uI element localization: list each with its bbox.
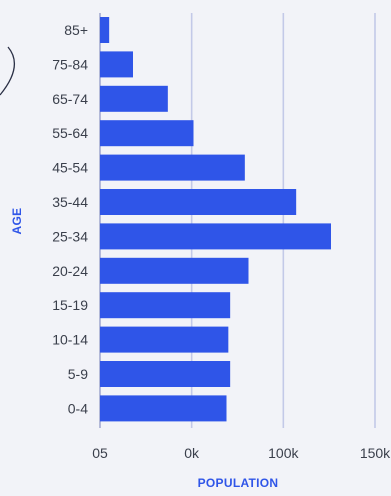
bar [100,326,229,353]
x-tick-label: 150k [360,445,391,461]
bar [100,361,231,387]
y-tick-label: 55-64 [52,125,88,141]
bar [100,223,331,250]
bar [100,85,168,112]
bar [100,17,110,43]
y-tick-label: 0-4 [68,400,88,416]
bar [100,189,297,215]
bar [100,257,249,284]
bar [100,120,194,147]
bar [100,51,133,78]
y-tick-label: 25-34 [52,228,88,244]
bar [100,395,227,422]
y-tick-label: 15-19 [52,297,88,313]
decorative-arc [0,46,16,96]
y-tick-labels: 85+ 75-84 65-74 55-64 45-54 35-44 25-34 20-24 15… [52,22,88,416]
bar [100,154,245,181]
y-tick-label: 85+ [64,22,88,38]
x-tick-label: 0k [184,445,200,461]
y-tick-label: 75-84 [52,56,88,72]
x-tick-label: 05 [92,445,108,461]
y-tick-label: 35-44 [52,194,88,210]
y-axis-title: AGE [10,208,24,235]
x-tick-label: 100k [268,445,299,461]
y-tick-label: 65-74 [52,91,88,107]
bar [100,292,231,319]
y-tick-label: 45-54 [52,160,88,176]
x-axis-title: POPULATION [198,476,279,490]
x-tick-labels: 05 0k 100k 150k [92,445,391,461]
bars [100,17,331,422]
y-tick-label: 10-14 [52,332,88,348]
y-tick-label: 20-24 [52,263,88,279]
y-tick-label: 5-9 [68,366,88,382]
gridlines [99,13,376,428]
